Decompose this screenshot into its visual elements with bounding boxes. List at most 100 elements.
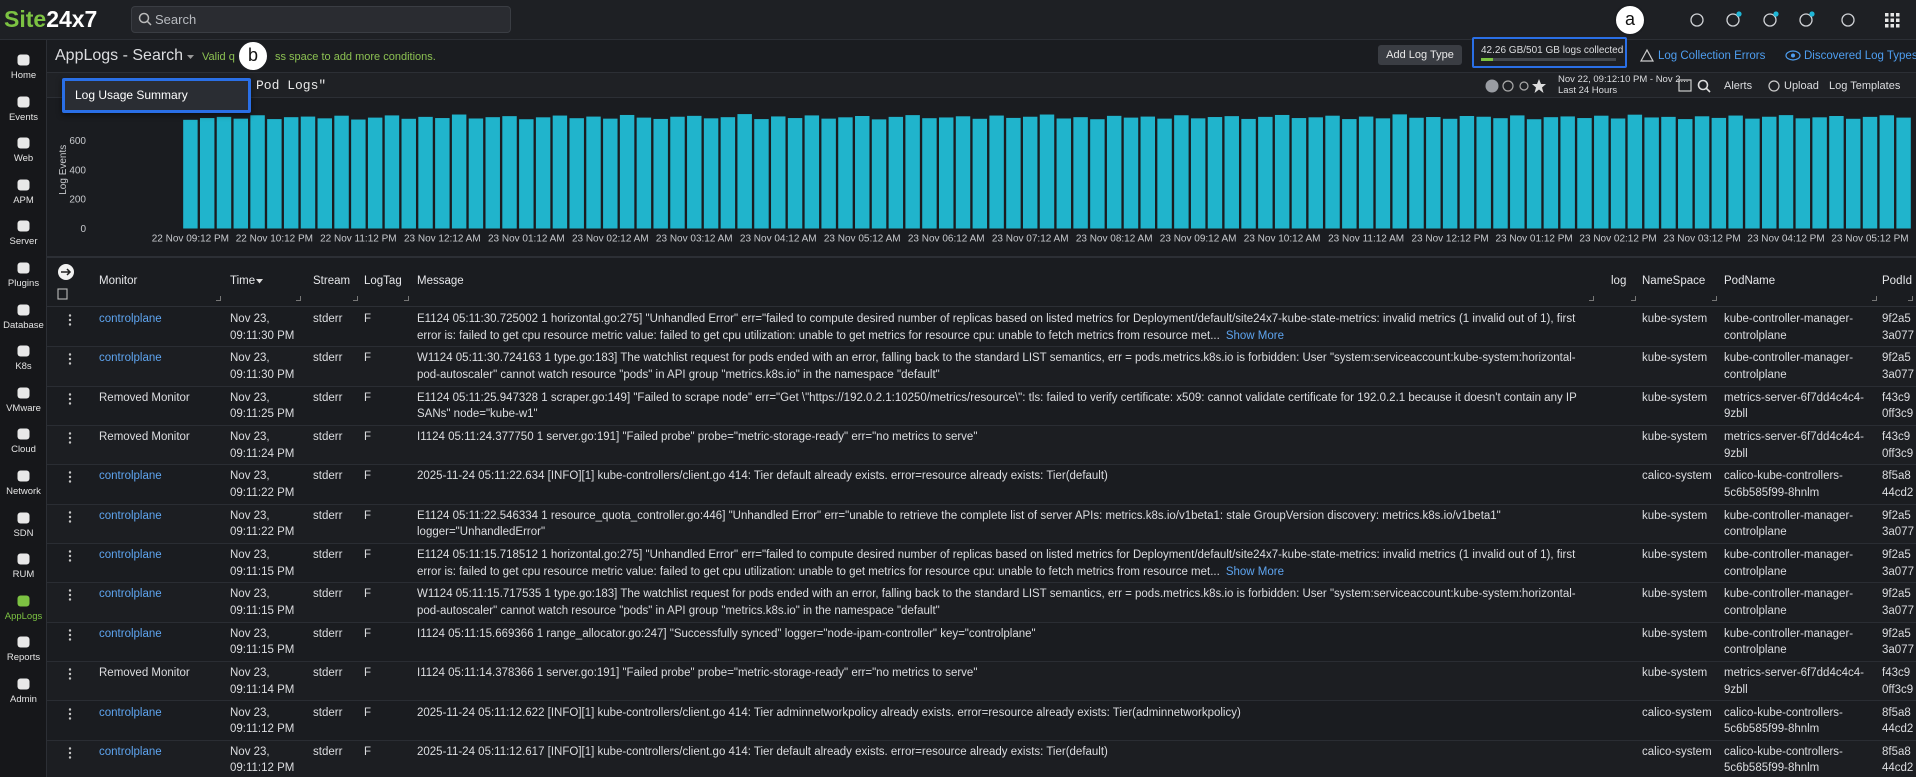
sidebar-label[interactable]: Cloud bbox=[11, 444, 36, 456]
sidebar-label[interactable]: Admin bbox=[10, 694, 37, 705]
sidebar-label[interactable]: SDN bbox=[13, 527, 34, 539]
page-title[interactable]: AppLogs - Search bbox=[55, 47, 184, 64]
cell-monitor[interactable]: controlplane bbox=[99, 706, 162, 719]
column-header[interactable]: LogTag bbox=[364, 275, 402, 287]
sidebar-icon[interactable] bbox=[16, 386, 31, 400]
column-header[interactable]: PodName bbox=[1724, 275, 1776, 287]
discovered-log-types-link[interactable]: Discovered Log Types bbox=[1804, 50, 1916, 62]
calendar-search-icons[interactable] bbox=[1678, 78, 1718, 94]
row-menu[interactable] bbox=[68, 392, 72, 405]
sidebar-label[interactable]: Home bbox=[10, 70, 37, 81]
cell-monitor[interactable]: controlplane bbox=[99, 352, 162, 365]
search-box[interactable] bbox=[131, 6, 511, 33]
add-log-type-button[interactable]: Add Log Type bbox=[1378, 45, 1462, 65]
row-menu[interactable] bbox=[68, 629, 72, 641]
sort-arrow[interactable] bbox=[256, 279, 264, 285]
query-text[interactable]: Pod Logs" bbox=[256, 78, 327, 93]
upload-button[interactable]: Upload bbox=[1784, 80, 1819, 92]
log-templates-button[interactable]: Log Templates bbox=[1829, 80, 1901, 92]
column-resizer[interactable] bbox=[1872, 296, 1877, 301]
sidebar-icon[interactable] bbox=[16, 95, 31, 109]
sidebar-label[interactable]: Events bbox=[8, 111, 39, 123]
cell-monitor[interactable]: controlplane bbox=[99, 313, 162, 325]
show-more-link[interactable]: Show More bbox=[1225, 329, 1284, 342]
sidebar-label[interactable]: Reports bbox=[6, 652, 41, 664]
sidebar-icon[interactable] bbox=[16, 469, 31, 483]
sidebar-icon[interactable] bbox=[16, 552, 31, 566]
logs-collected-text[interactable]: 42.26 GB/501 GB logs collected bbox=[1481, 45, 1624, 56]
sidebar-icon[interactable] bbox=[16, 427, 31, 441]
header-icon[interactable] bbox=[1689, 12, 1705, 28]
cell-monitor[interactable]: controlplane bbox=[99, 509, 162, 522]
logo[interactable]: Site24x7 bbox=[4, 6, 97, 33]
column-resizer[interactable] bbox=[296, 296, 301, 301]
log-collection-errors-link[interactable]: Log Collection Errors bbox=[1658, 50, 1766, 62]
sidebar-icon[interactable] bbox=[16, 594, 31, 608]
sidebar-icon[interactable] bbox=[16, 219, 31, 233]
column-resizer[interactable] bbox=[404, 296, 409, 301]
sidebar-icon[interactable] bbox=[16, 303, 31, 317]
sidebar-icon[interactable] bbox=[16, 178, 31, 192]
sidebar-icon[interactable] bbox=[16, 53, 31, 67]
cell-monitor[interactable]: controlplane bbox=[99, 470, 162, 483]
logs-collected-box[interactable] bbox=[1472, 37, 1627, 68]
row-menu[interactable] bbox=[68, 589, 72, 602]
row-menu[interactable] bbox=[68, 550, 72, 562]
row-menu[interactable] bbox=[68, 471, 72, 484]
time-range[interactable]: Nov 22, 09:12:10 PM - Nov 2... bbox=[1558, 74, 1689, 85]
sidebar-label[interactable]: Server bbox=[9, 236, 38, 248]
sidebar-label[interactable]: Plugins bbox=[7, 278, 40, 289]
row-menu[interactable] bbox=[68, 511, 72, 523]
sidebar-label[interactable]: Web bbox=[13, 153, 34, 165]
column-resizer[interactable] bbox=[1908, 296, 1913, 301]
alerts-button[interactable]: Alerts bbox=[1724, 80, 1753, 92]
callout-label: a bbox=[1624, 9, 1635, 29]
column-header[interactable]: NameSpace bbox=[1642, 275, 1706, 287]
dropdown-item[interactable]: Log Usage Summary bbox=[75, 88, 188, 102]
sidebar-icon[interactable] bbox=[16, 261, 31, 275]
header-icon[interactable] bbox=[1840, 12, 1856, 28]
row-menu[interactable] bbox=[68, 314, 72, 326]
query-icons[interactable] bbox=[1484, 78, 1546, 94]
row-menu[interactable] bbox=[68, 432, 72, 444]
header-icon[interactable] bbox=[1762, 11, 1779, 28]
row-menu[interactable] bbox=[68, 747, 72, 759]
sidebar-label[interactable]: Network bbox=[6, 486, 41, 497]
column-resizer[interactable] bbox=[1631, 296, 1636, 301]
header-icon[interactable] bbox=[1884, 12, 1900, 28]
sidebar-label[interactable]: APM bbox=[13, 194, 34, 206]
column-resizer[interactable] bbox=[216, 296, 221, 301]
row-menu[interactable] bbox=[68, 353, 72, 366]
header-icon[interactable] bbox=[1798, 11, 1815, 28]
column-header[interactable]: Stream bbox=[313, 275, 351, 287]
cell-monitor[interactable]: controlplane bbox=[99, 627, 162, 640]
column-header[interactable]: Message bbox=[417, 275, 464, 287]
table-tools[interactable] bbox=[56, 262, 78, 306]
column-resizer[interactable] bbox=[353, 296, 358, 301]
column-resizer[interactable] bbox=[1589, 296, 1594, 301]
sidebar-label[interactable]: K8s bbox=[15, 361, 32, 373]
column-header[interactable]: PodId bbox=[1882, 275, 1913, 287]
sidebar-label[interactable]: VMware bbox=[6, 402, 41, 414]
cell-monitor[interactable]: controlplane bbox=[99, 588, 162, 601]
time-period[interactable]: Last 24 Hours bbox=[1558, 85, 1618, 96]
column-header[interactable]: log bbox=[1611, 275, 1627, 287]
usage-dropdown[interactable] bbox=[62, 78, 251, 113]
sidebar-icon[interactable] bbox=[16, 136, 31, 150]
sidebar-label[interactable]: RUM bbox=[12, 569, 35, 581]
column-header[interactable]: Monitor bbox=[99, 275, 138, 287]
row-menu[interactable] bbox=[68, 707, 72, 720]
sidebar-icon[interactable] bbox=[16, 677, 31, 691]
sidebar-icon[interactable] bbox=[16, 511, 31, 525]
sidebar-icon[interactable] bbox=[16, 635, 31, 649]
sidebar-label[interactable]: AppLogs bbox=[4, 610, 43, 622]
cell-monitor[interactable]: controlplane bbox=[99, 745, 162, 758]
column-header[interactable]: Time bbox=[230, 275, 256, 287]
sidebar-label[interactable]: Database bbox=[3, 319, 44, 331]
show-more-link[interactable]: Show More bbox=[1225, 565, 1284, 578]
header-icon[interactable] bbox=[1725, 11, 1742, 28]
sidebar-icon[interactable] bbox=[16, 344, 31, 358]
cell-monitor[interactable]: controlplane bbox=[99, 549, 162, 562]
row-menu[interactable] bbox=[68, 668, 72, 680]
column-resizer[interactable] bbox=[1712, 296, 1717, 301]
